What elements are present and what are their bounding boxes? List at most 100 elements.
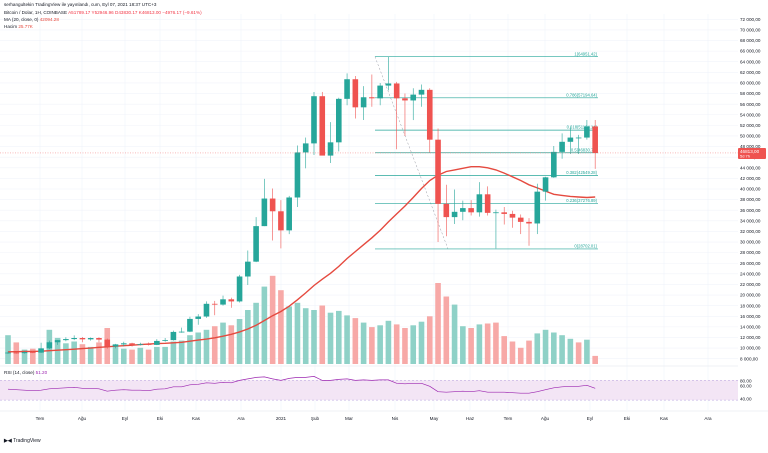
time-axis[interactable]: Tem Ağu Eyl Eki Kas Ara 2021 Şub Mar Nis May Haz Tem… [0,410,768,421]
volume-bar [435,283,441,364]
price-tick-label: 52 000,00 [740,123,761,128]
price-tick-label: 14 000,00 [740,324,761,329]
fib-level-label: 0(28702.01) [574,244,597,249]
volume-bar [410,325,417,364]
price-tick-label: 48 000,00 [740,144,761,149]
candle-body [261,198,268,227]
volume-bar [245,310,251,364]
volume-bar [418,321,425,364]
candle-body [112,344,119,347]
price-tick-label: 26 000,00 [740,261,761,266]
time-tick-label: Mar [345,416,353,421]
volume-value: 25.77K [18,24,33,29]
candle-body [327,142,334,156]
price-tick-label: 16 000,00 [740,314,761,319]
price-tick-label: 66 000,00 [740,49,761,54]
volume-bar [352,318,359,364]
candle-body [278,211,284,231]
volume-bar [54,337,61,364]
author-line: serhangultekin TradingView ile yayınland… [4,2,157,7]
volume-bar [575,342,582,364]
ma-label: MA (20, close, 0) [4,17,39,22]
time-tick-label: Eyl [122,416,128,421]
ma-legend[interactable]: MA (20, close, 0) 42094.28 [4,17,59,23]
price-tick-label: 60 000,00 [740,81,761,86]
price-tick-label: 34 000,00 [740,218,761,223]
candle-body [336,98,342,143]
candle-body [575,137,582,139]
tradingview-brand[interactable]: ▶◀ TradingView [4,438,41,444]
time-tick-label: Eki [157,416,163,421]
time-tick-label: Kas [192,416,201,421]
candle-body [286,197,292,231]
time-tick-label: Tem [36,416,45,421]
candle-body [178,331,185,333]
rsi-line [7,376,596,394]
volume-bar [21,349,28,364]
price-tick-label: 70 000,00 [740,28,761,33]
candle-body [584,126,590,138]
candle-body [526,221,532,224]
candle-body [509,213,516,218]
candle-body [418,89,425,95]
volume-bar [96,342,102,364]
rsi-legend[interactable]: RSI (14, close) 51.20 [4,370,47,376]
volume-bar [195,332,202,364]
volume-bar [178,340,185,364]
volume-bar [493,322,499,364]
volume-bar [30,348,36,364]
price-tick-label: 64 000,00 [740,59,761,64]
price-tick-label: 72 000,00 [740,17,761,22]
volume-bar [559,335,565,364]
time-tick-label: Tem [504,416,513,421]
candle-body [211,303,218,305]
candle-body [79,338,86,340]
volume-bar [534,333,541,364]
volume-bar [311,310,317,364]
candle-body [30,352,36,353]
candle-body [468,208,474,213]
volume-bar [162,346,168,364]
candle-body [451,211,458,218]
volume-bar [236,319,243,364]
candle-body [71,338,77,340]
volume-bar [393,324,400,364]
price-axis[interactable]: 72 000,00 70 000,00 68 000,00 66 000,00 64 0… [738,0,768,448]
price-tick-label: 50 000,00 [740,134,761,139]
time-tick-label: May [430,416,439,421]
price-tick-label: 28 000,00 [740,250,761,255]
price-tick-label: 68 000,00 [740,38,761,43]
candle-body [385,83,392,86]
price-tick-label: 42 000,00 [740,176,761,181]
candle-body [410,94,417,101]
price-tick-label: 58 000,00 [740,91,761,96]
bar-countdown-label: 5d 7h [740,154,750,159]
rsi-tick-label: 40.00 [740,397,752,402]
candle-body [369,97,375,99]
ma20-series [7,165,596,353]
candle-body [63,339,69,341]
volume-bar [79,344,86,364]
candle-body [319,96,326,156]
volume-bar [360,322,367,364]
price-tick-label: 36 000,00 [740,208,761,213]
fib-level-label: 0.236(37276.89) [566,198,597,203]
price-tick-label: 22 000,00 [740,282,761,287]
candle-body [269,198,276,212]
symbol-line: Bitcoin / Dolar, 1H, COINBASE A51789.17 … [4,10,202,16]
volume-label: Hacim [4,24,18,29]
volume-bar [451,304,458,364]
volume-bar [501,336,507,364]
volume-legend[interactable]: Hacim 25.77K [4,24,33,30]
price-tick-label: 18 000,00 [740,303,761,308]
candle-body [443,203,450,218]
time-tick-label: 2021 [276,416,287,421]
volume-bar [567,338,574,364]
candle-body [137,344,144,345]
candle-body [542,177,549,192]
candle-body [484,194,491,213]
price-tick-label: 62 000,00 [740,70,761,75]
moving-average [7,165,596,353]
